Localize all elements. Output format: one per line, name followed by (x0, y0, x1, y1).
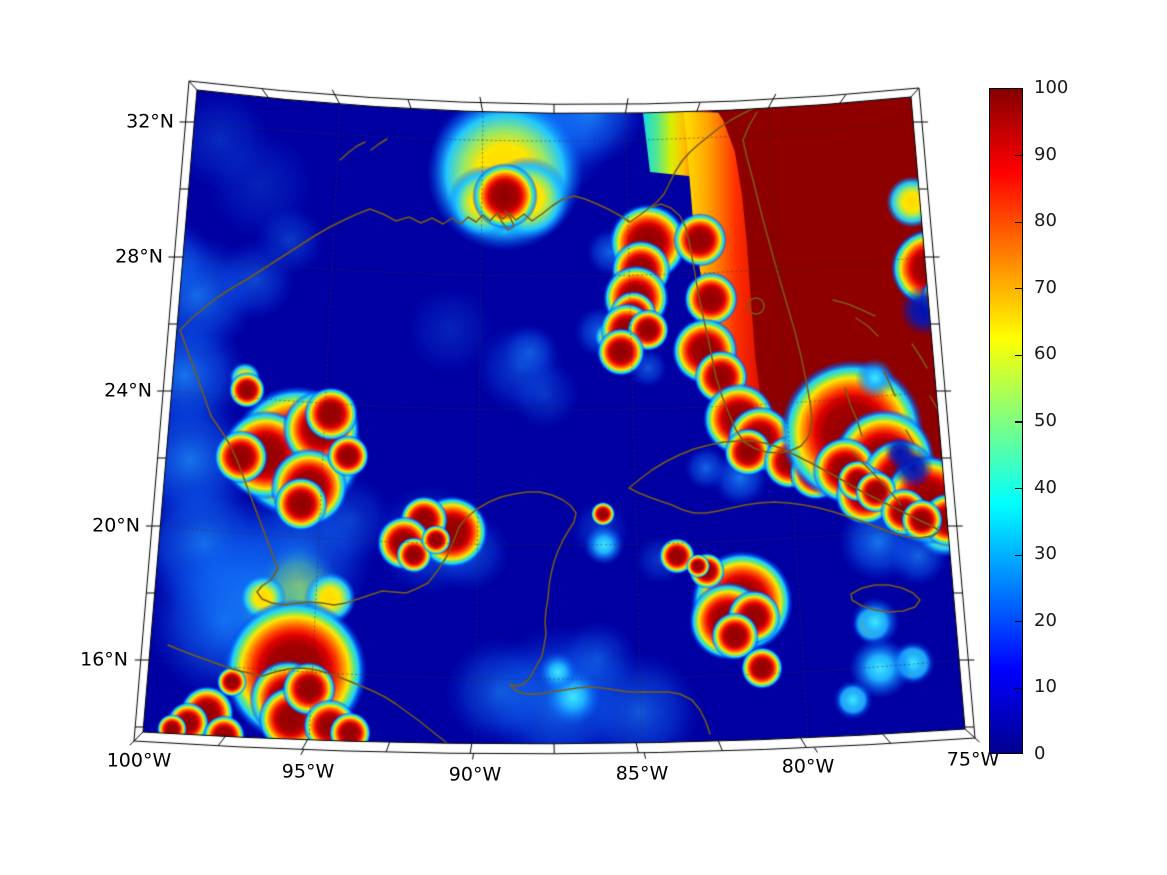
colorbar-tick-label: 60 (1034, 343, 1057, 365)
lon-tick-label: 95°W (281, 760, 335, 783)
colorbar-tick-label: 20 (1034, 609, 1057, 631)
colorbar-tick-label: 0 (1034, 743, 1046, 764)
lat-tick-label: 20°N (92, 514, 140, 537)
lon-tick-label: 90°W (448, 763, 502, 786)
lon-tick-label: 80°W (781, 755, 835, 778)
lon-tick-label: 100°W (106, 749, 172, 772)
colorbar-tick-mark (1015, 288, 1022, 290)
lon-tick-label: 75°W (946, 748, 1000, 771)
lat-tick-label: 28°N (115, 245, 163, 268)
colorbar-tick-mark (1015, 154, 1022, 157)
colorbar-tick-label: 30 (1034, 543, 1057, 565)
colorbar-tick-mark (1015, 487, 1022, 490)
colorbar-tick-label: 100 (1034, 77, 1069, 98)
lon-tick-label: 85°W (615, 762, 669, 785)
colorbar-tick-label: 50 (1034, 410, 1057, 431)
colorbar-tick-mark (1015, 354, 1022, 357)
colorbar-tick-label: 10 (1034, 676, 1057, 698)
lat-tick-label: 32°N (126, 110, 174, 133)
colorbar-tick-mark (1015, 621, 1022, 623)
colorbar-tick-label: 40 (1034, 476, 1057, 498)
lat-tick-label: 16°N (80, 648, 128, 671)
colorbar-tick-mark (1015, 221, 1022, 223)
colorbar-tick-mark (1015, 554, 1022, 556)
colorbar-tick-label: 70 (1034, 276, 1057, 298)
colorbar (989, 88, 1023, 754)
colorbar-tick-mark (1015, 421, 1022, 423)
colorbar-tick-label: 90 (1034, 143, 1057, 165)
colorbar-tick-mark (1015, 687, 1022, 690)
colorbar-tick-label: 80 (1034, 210, 1057, 232)
lat-tick-label: 24°N (104, 379, 152, 402)
